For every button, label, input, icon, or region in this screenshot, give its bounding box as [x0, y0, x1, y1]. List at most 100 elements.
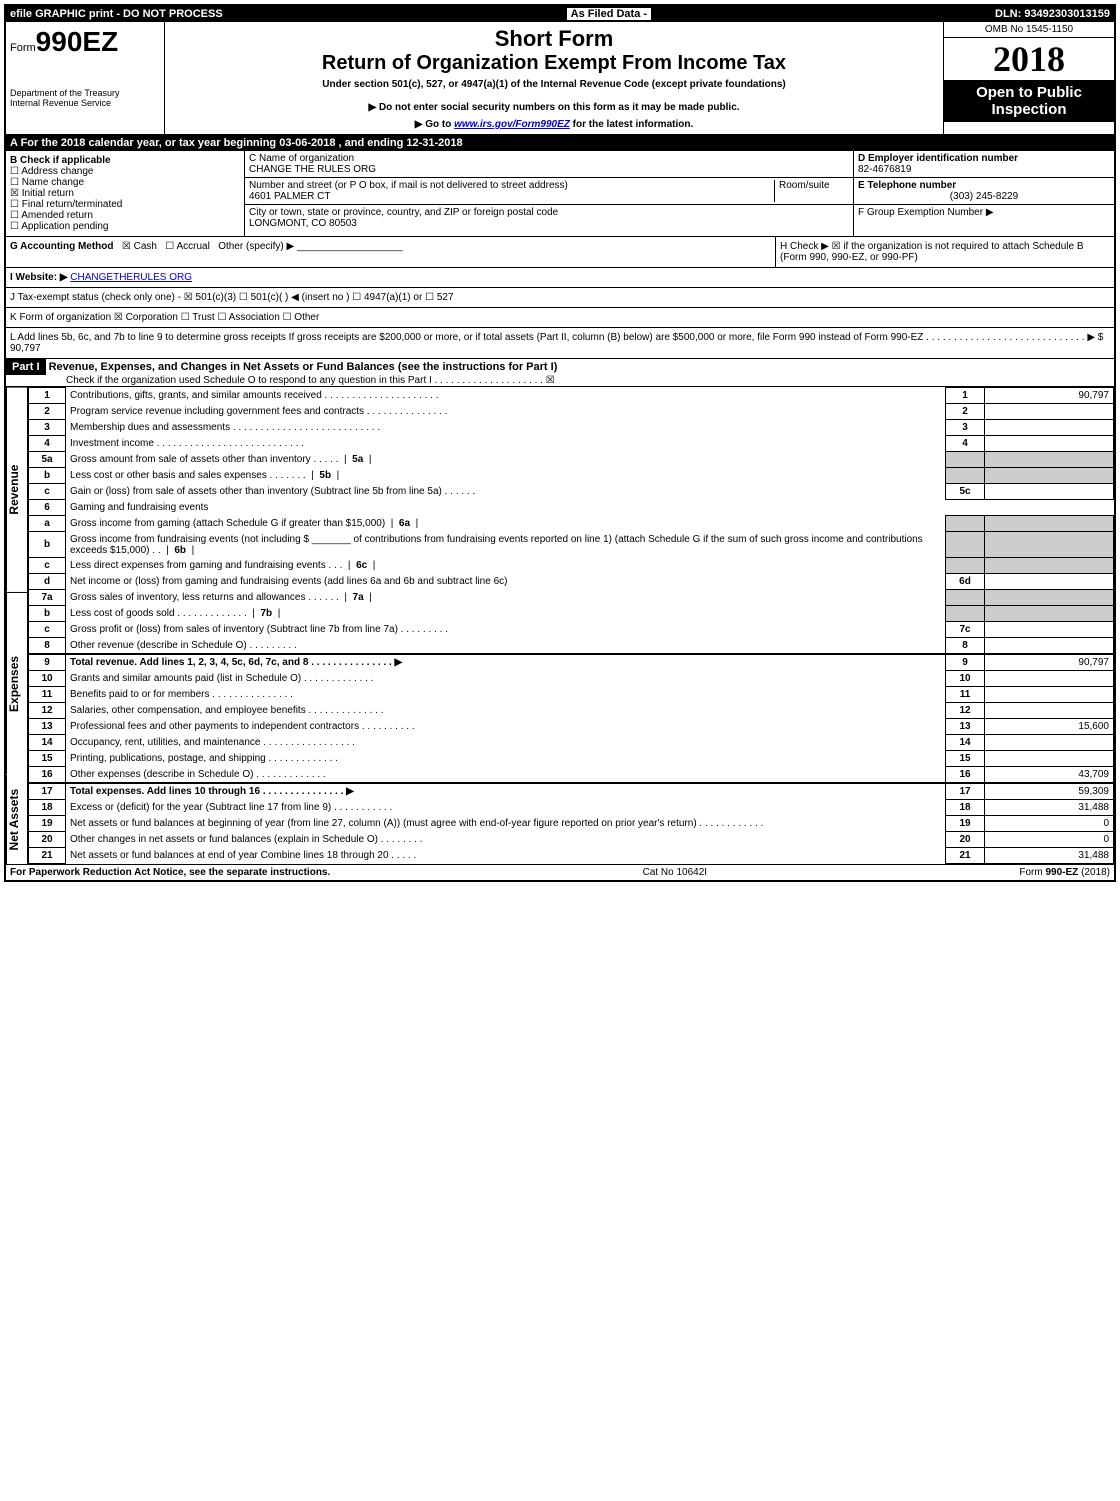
b-item: Initial return — [22, 188, 74, 199]
header-left: Form990EZ Department of the Treasury Int… — [6, 22, 165, 134]
section-a: A For the 2018 calendar year, or tax yea… — [6, 135, 1114, 151]
val: 90,797 — [985, 654, 1114, 671]
num: 6 — [29, 500, 66, 516]
val — [985, 606, 1114, 622]
irs-link[interactable]: www.irs.gov/Form990EZ — [454, 119, 570, 130]
desc: Grants and similar amounts paid (list in… — [66, 671, 946, 687]
ref: 19 — [946, 816, 985, 832]
g-other: Other (specify) ▶ — [218, 241, 294, 252]
sub: 6c — [356, 560, 367, 571]
c-street-row: Number and street (or P O box, if mail i… — [245, 178, 853, 205]
part1-check: Check if the organization used Schedule … — [6, 375, 1114, 386]
bullet2: ▶ Go to www.irs.gov/Form990EZ for the la… — [169, 119, 939, 130]
street-value: 4601 PALMER CT — [249, 191, 774, 202]
val — [985, 468, 1114, 484]
ref: 20 — [946, 832, 985, 848]
val: 15,600 — [985, 719, 1114, 735]
desc: Printing, publications, postage, and shi… — [66, 751, 946, 767]
b-item: Name change — [22, 177, 84, 188]
g-cash: Cash — [134, 241, 157, 252]
desc-text: Gross income from gaming (attach Schedul… — [70, 518, 385, 529]
desc: Total expenses. Add lines 10 through 16 … — [66, 783, 946, 800]
as-filed-data: As Filed Data - — [567, 8, 651, 20]
num: b — [29, 606, 66, 622]
ref: 7c — [946, 622, 985, 638]
ref — [946, 590, 985, 606]
val — [985, 436, 1114, 452]
line-13: 13Professional fees and other payments t… — [29, 719, 1114, 735]
num: 18 — [29, 800, 66, 816]
street-label: Number and street (or P O box, if mail i… — [249, 180, 774, 191]
num: c — [29, 622, 66, 638]
line-5a: 5aGross amount from sale of assets other… — [29, 452, 1114, 468]
line-7b: bLess cost of goods sold . . . . . . . .… — [29, 606, 1114, 622]
val — [985, 687, 1114, 703]
phone-value: (303) 245-8229 — [858, 191, 1110, 202]
num: a — [29, 516, 66, 532]
line-3: 3Membership dues and assessments . . . .… — [29, 420, 1114, 436]
gh-block: G Accounting Method ☒ Cash ☐ Accrual Oth… — [6, 237, 1114, 268]
efile-notice: efile GRAPHIC print - DO NOT PROCESS — [10, 8, 223, 20]
org-name: CHANGE THE RULES ORG — [249, 164, 849, 175]
val: 31,488 — [985, 848, 1114, 864]
return-title: Return of Organization Exempt From Incom… — [169, 52, 939, 75]
desc: Program service revenue including govern… — [66, 404, 946, 420]
b-item: Address change — [21, 166, 93, 177]
top-bar: efile GRAPHIC print - DO NOT PROCESS As … — [6, 6, 1114, 22]
line-6a: a Gross income from gaming (attach Schedu… — [29, 516, 1114, 532]
desc-text: Total expenses. Add lines 10 through 16 … — [70, 786, 354, 797]
desc: Gross income from gaming (attach Schedul… — [66, 516, 946, 532]
val — [985, 703, 1114, 719]
desc: Gross sales of inventory, less returns a… — [66, 590, 946, 606]
line-6c: cLess direct expenses from gaming and fu… — [29, 558, 1114, 574]
desc: Benefits paid to or for members . . . . … — [66, 687, 946, 703]
num: d — [29, 574, 66, 590]
line-6b: bGross income from fundraising events (n… — [29, 532, 1114, 558]
val — [985, 574, 1114, 590]
ref — [946, 558, 985, 574]
ref — [946, 606, 985, 622]
ref: 11 — [946, 687, 985, 703]
num: 12 — [29, 703, 66, 719]
val — [985, 558, 1114, 574]
ref: 15 — [946, 751, 985, 767]
line-2: 2Program service revenue including gover… — [29, 404, 1114, 420]
ref — [946, 452, 985, 468]
line-9: 9 Total revenue. Add lines 1, 2, 3, 4, 5c… — [29, 654, 1114, 671]
ref: 4 — [946, 436, 985, 452]
line-14: 14Occupancy, rent, utilities, and mainte… — [29, 735, 1114, 751]
ref: 9 — [946, 654, 985, 671]
line-6d: dNet income or (loss) from gaming and fu… — [29, 574, 1114, 590]
section-j: J Tax-exempt status (check only one) - ☒… — [6, 288, 1114, 308]
sub: 5a — [352, 454, 363, 465]
desc-text: Gross income from fundraising events (no… — [70, 534, 923, 556]
desc: Membership dues and assessments . . . . … — [66, 420, 946, 436]
ref: 18 — [946, 800, 985, 816]
b-item: Final return/terminated — [22, 199, 123, 210]
irs-label: Internal Revenue Service — [10, 98, 160, 108]
desc: Other revenue (describe in Schedule O) .… — [66, 638, 946, 655]
bullet1: ▶ Do not enter social security numbers o… — [169, 102, 939, 113]
section-l: L Add lines 5b, 6c, and 7b to line 9 to … — [6, 328, 1114, 359]
val — [985, 751, 1114, 767]
desc: Investment income . . . . . . . . . . . … — [66, 436, 946, 452]
subtitle: Under section 501(c), 527, or 4947(a)(1)… — [169, 79, 939, 90]
val: 0 — [985, 816, 1114, 832]
section-d: D Employer identification number 82-4676… — [853, 151, 1114, 236]
omb-number: OMB No 1545-1150 — [944, 22, 1114, 38]
line-1: 1Contributions, gifts, grants, and simil… — [29, 388, 1114, 404]
i-label: I Website: ▶ — [10, 272, 68, 283]
ref: 16 — [946, 767, 985, 784]
line-4: 4Investment income . . . . . . . . . . .… — [29, 436, 1114, 452]
num: 9 — [29, 654, 66, 671]
bullet2-pre: ▶ Go to — [415, 119, 454, 130]
d-ein-row: D Employer identification number 82-4676… — [854, 151, 1114, 178]
line-11: 11Benefits paid to or for members . . . … — [29, 687, 1114, 703]
ref: 8 — [946, 638, 985, 655]
form-number: Form990EZ — [10, 26, 160, 58]
dept-treasury: Department of the Treasury — [10, 88, 160, 98]
desc-text: Total revenue. Add lines 1, 2, 3, 4, 5c,… — [70, 657, 402, 668]
ein-value: 82-4676819 — [858, 164, 1110, 175]
website-link[interactable]: CHANGETHERULES ORG — [70, 272, 192, 283]
val — [985, 638, 1114, 655]
